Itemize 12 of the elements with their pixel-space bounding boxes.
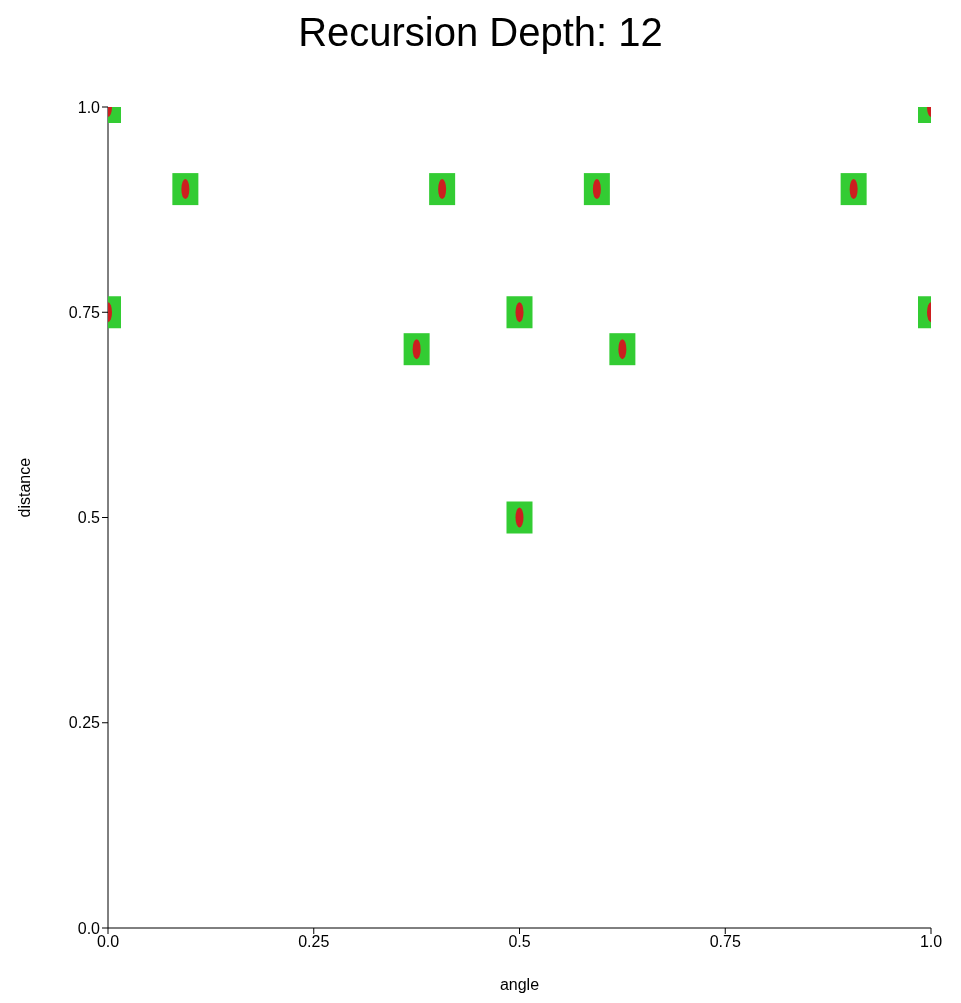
y-tick-label: 0.75 (68, 303, 101, 321)
y-axis-title: distance (15, 457, 33, 518)
x-tick-label: 0.75 (709, 933, 741, 951)
chart-title: Recursion Depth: 12 (297, 10, 664, 55)
y-tick-label: 0.5 (77, 509, 101, 527)
x-tick-label: 0.25 (298, 933, 330, 951)
y-tick-label: 0.25 (68, 714, 101, 732)
y-tick-label: 1.0 (77, 98, 101, 116)
x-tick-label: 0.5 (508, 933, 531, 951)
x-tick-label: 0.0 (96, 933, 120, 951)
x-axis-title: angle (499, 976, 540, 993)
x-tick-label: 1.0 (919, 933, 943, 951)
